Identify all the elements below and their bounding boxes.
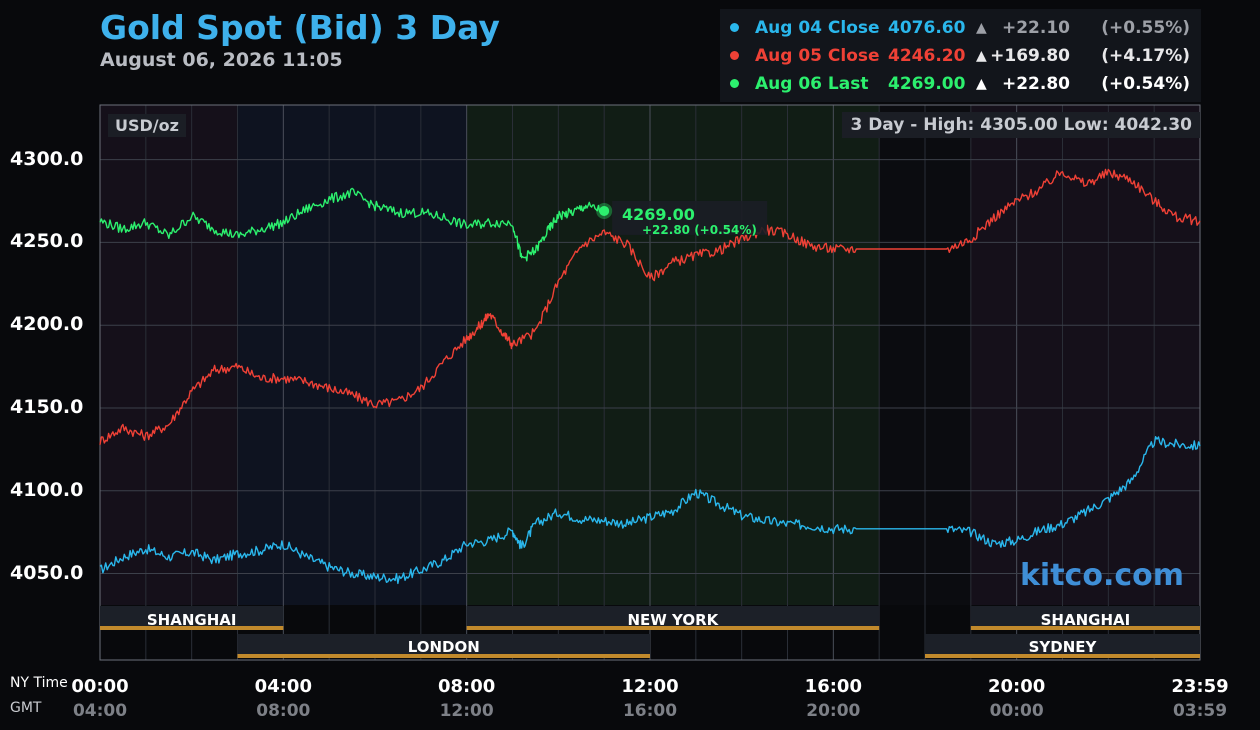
legend-label: Aug 04 Close — [755, 18, 880, 38]
ny-time-label: NY Time — [10, 675, 68, 691]
x-tick-gmt-label: 12:00 — [439, 701, 494, 721]
market-band-bg — [100, 606, 284, 626]
series-line-2 — [99, 168, 1201, 445]
market-session-label: SHANGHAI — [1040, 611, 1131, 629]
x-tick-label: 23:59 — [1171, 676, 1229, 697]
legend-percent: (+0.55%) — [1101, 18, 1190, 38]
legend-value: 4246.20 — [888, 46, 966, 66]
last-change-callout: +22.80 (+0.54%) — [642, 223, 757, 237]
y-tick-label: 4250.0 — [10, 230, 84, 253]
high-low-label: 3 Day - High: 4305.00 Low: 4042.30 — [842, 112, 1200, 138]
x-tick-label: 08:00 — [438, 676, 496, 697]
x-tick-label: 16:00 — [804, 676, 862, 697]
market-session-label: SHANGHAI — [146, 611, 237, 629]
market-session-label: SYDNEY — [1028, 638, 1097, 656]
market-session-label: LONDON — [407, 638, 480, 656]
legend-label: Aug 06 Last — [755, 74, 869, 94]
up-arrow-icon: ▲ — [976, 48, 987, 64]
legend-dot-icon — [730, 23, 739, 32]
bg-asia-evening-session — [970, 105, 1200, 605]
bg-newyork-session — [466, 105, 880, 605]
market-band-bar — [970, 626, 1200, 630]
legend-value: 4076.60 — [888, 18, 966, 38]
up-arrow-icon: ▲ — [976, 76, 987, 92]
last-price-marker — [599, 205, 610, 216]
legend-change: +22.10 — [1001, 18, 1070, 38]
y-tick-label: 4100.0 — [10, 478, 84, 501]
bg-london-session — [237, 105, 467, 605]
bg-asia-session — [100, 105, 238, 605]
legend-percent: (+4.17%) — [1101, 46, 1190, 66]
market-band-bg — [466, 606, 880, 626]
market-band-bar — [466, 626, 880, 630]
legend-dot-icon — [730, 51, 739, 60]
legend-row-aug06[interactable]: Aug 06 Last 4269.00 ▲ +22.80 (+0.54%) — [720, 71, 1201, 97]
legend: Aug 04 Close 4076.60 ▲ +22.10 (+0.55%) A… — [720, 9, 1201, 102]
chart-subtitle: August 06, 2026 11:05 — [100, 49, 343, 71]
x-tick-gmt-label: 16:00 — [622, 701, 678, 721]
y-tick-label: 4050.0 — [10, 561, 84, 584]
x-tick-gmt-label: 08:00 — [256, 701, 311, 721]
x-tick-gmt-label: 04:00 — [72, 701, 128, 721]
x-tick-label: 20:00 — [988, 676, 1046, 697]
y-tick-label: 4150.0 — [10, 395, 84, 418]
plot-frame — [99, 104, 1201, 661]
legend-percent: (+0.54%) — [1101, 74, 1190, 94]
unit-label: USD/oz — [108, 114, 186, 137]
market-band-bg — [970, 606, 1200, 626]
x-tick-gmt-label: 20:00 — [806, 701, 861, 721]
x-tick-gmt-label: 00:00 — [989, 701, 1044, 721]
series-line-1 — [99, 436, 1201, 585]
last-price-callout: 4269.00 — [622, 205, 695, 224]
legend-row-aug05[interactable]: Aug 05 Close 4246.20 ▲ +169.80 (+4.17%) — [720, 43, 1201, 69]
up-arrow-icon: ▲ — [976, 20, 987, 36]
legend-change: +169.80 — [990, 46, 1070, 66]
market-band-bg — [925, 634, 1200, 654]
chart-title: Gold Spot (Bid) 3 Day — [100, 8, 500, 47]
brand-watermark: kitco.com — [1019, 558, 1184, 593]
x-tick-gmt-label: 03:59 — [1172, 701, 1228, 721]
x-tick-label: 04:00 — [254, 676, 312, 697]
series-line-3 — [99, 187, 605, 262]
x-tick-label: 12:00 — [621, 676, 679, 697]
market-band-bg — [237, 634, 650, 654]
y-tick-label: 4300.0 — [10, 147, 84, 170]
market-band-bar — [100, 626, 284, 630]
market-session-label: NEW YORK — [627, 611, 719, 629]
y-tick-label: 4200.0 — [10, 313, 84, 336]
legend-dot-icon — [730, 79, 739, 88]
callout-box — [612, 200, 768, 235]
market-band-bar — [237, 654, 650, 658]
legend-value: 4269.00 — [888, 74, 966, 94]
x-tick-label: 00:00 — [71, 676, 129, 697]
legend-change: +22.80 — [1001, 74, 1070, 94]
market-band-bar — [925, 654, 1200, 658]
gmt-label: GMT — [10, 700, 42, 716]
legend-row-aug04[interactable]: Aug 04 Close 4076.60 ▲ +22.10 (+0.55%) — [720, 15, 1201, 41]
legend-label: Aug 05 Close — [755, 46, 880, 66]
